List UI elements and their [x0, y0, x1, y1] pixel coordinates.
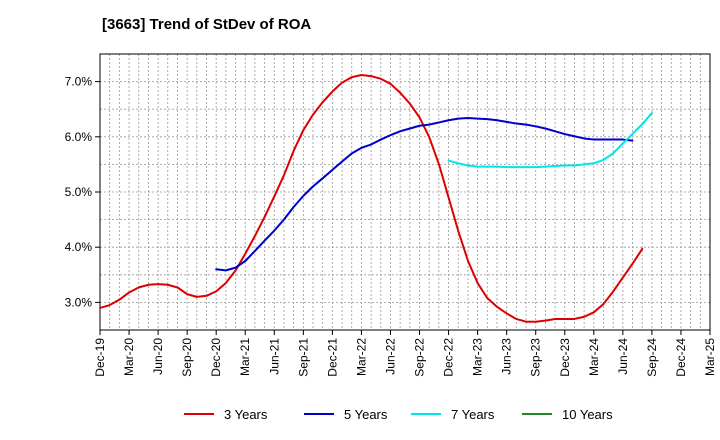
y-tick-label: 6.0%: [65, 130, 93, 144]
y-tick-labels: 3.0% 4.0% 5.0% 6.0% 7.0%: [65, 75, 93, 310]
series-line-1: [99, 73, 644, 323]
x-tick-label: Dec-22: [442, 338, 456, 377]
series-line-2: [215, 117, 634, 272]
series-line-3: [447, 112, 653, 169]
series-lines: [99, 73, 653, 323]
x-tick-label: Jun-24: [616, 338, 630, 375]
x-tick-label: Jun-22: [383, 338, 397, 375]
x-tick-label: Mar-21: [238, 338, 252, 376]
legend: 3 Years 5 Years 7 Years 10 Years: [184, 407, 613, 422]
y-tick-label: 3.0%: [65, 295, 93, 309]
x-tick-label: Jun-20: [151, 338, 165, 375]
y-tick-label: 5.0%: [65, 185, 93, 199]
x-tick-label: Dec-19: [93, 338, 107, 377]
x-tick-label: Sep-21: [296, 338, 310, 377]
y-tick-label: 7.0%: [65, 75, 93, 89]
legend-label: 5 Years: [344, 407, 388, 422]
x-tick-label: Dec-21: [325, 338, 339, 377]
x-tick-label: Mar-24: [587, 338, 601, 376]
x-tick-label: Mar-20: [122, 338, 136, 376]
x-tick-label: Mar-23: [471, 338, 485, 376]
legend-label: 10 Years: [562, 407, 613, 422]
y-tick-label: 4.0%: [65, 240, 93, 254]
chart-title: [3663] Trend of StDev of ROA: [102, 16, 312, 33]
x-tick-label: Sep-23: [529, 338, 543, 377]
x-tick-label: Dec-20: [209, 338, 223, 377]
legend-label: 3 Years: [224, 407, 268, 422]
x-tick-label: Sep-22: [413, 338, 427, 377]
axes: [95, 53, 711, 335]
x-tick-label: Sep-24: [645, 338, 659, 377]
x-tick-label: Dec-24: [674, 338, 688, 377]
x-tick-label: Mar-22: [354, 338, 368, 376]
x-tick-labels: Dec-19 Mar-20 Jun-20 Sep-20 Dec-20 Mar-21 Jun-…: [93, 338, 717, 377]
x-tick-label: Sep-20: [180, 338, 194, 377]
x-tick-label: Dec-23: [558, 338, 572, 377]
x-tick-label: Jun-21: [267, 338, 281, 375]
legend-label: 7 Years: [451, 407, 495, 422]
x-tick-label: Mar-25: [703, 338, 717, 376]
x-tick-label: Jun-23: [500, 338, 514, 375]
